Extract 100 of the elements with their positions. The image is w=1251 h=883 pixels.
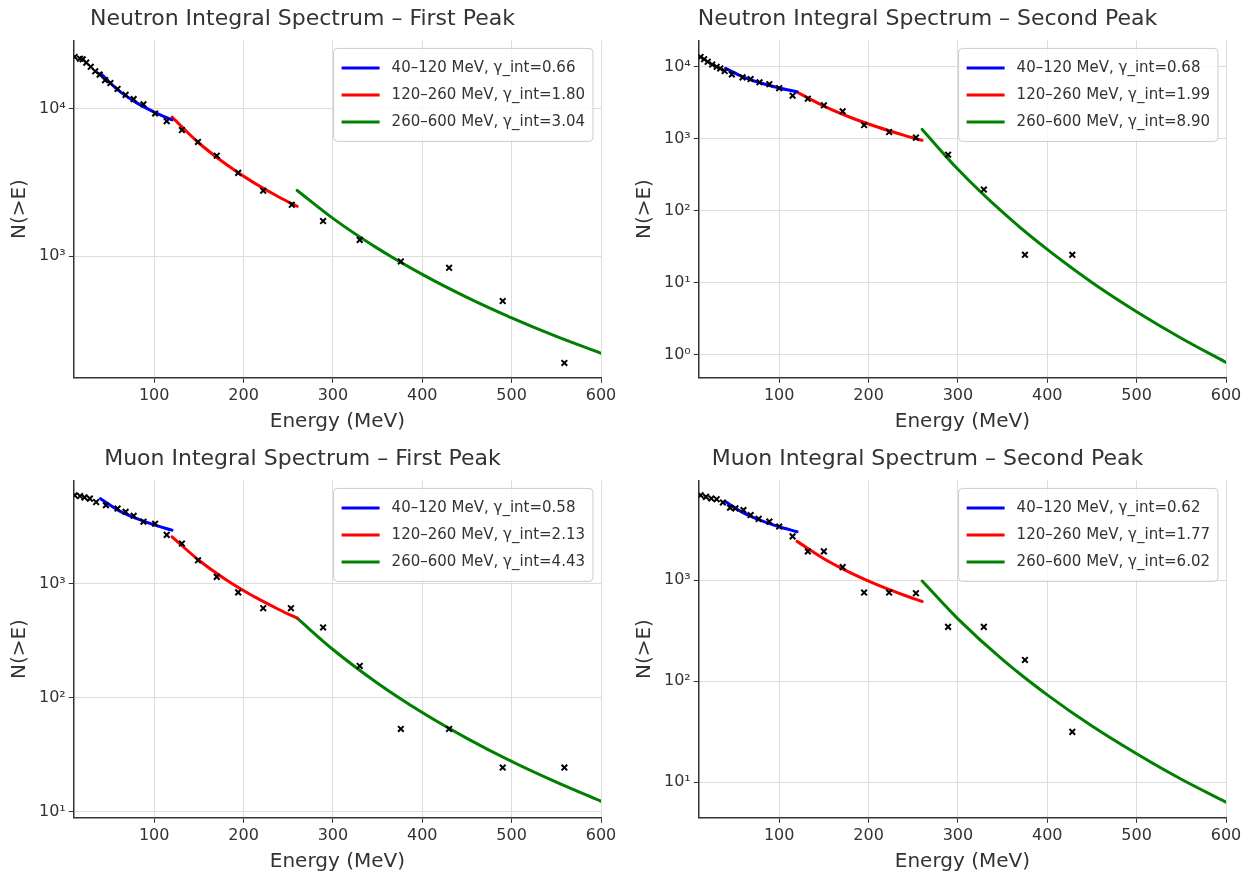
point [151,519,159,528]
point [178,539,186,548]
legend-label: 260–600 MeV, γ_int=4.43 [391,551,586,571]
x-tick-label: 100 [138,384,170,404]
x-tick-label: 400 [1032,824,1063,844]
legend-label: 40–120 MeV, γ_int=0.68 [1016,57,1201,77]
y-tick-label: 10¹ [663,771,691,791]
line-series [295,188,601,355]
legend-label: 120–260 MeV, γ_int=1.77 [1016,524,1211,544]
point [139,517,148,526]
y-tick-label: 10² [38,686,66,706]
x-tick-label: 500 [1121,824,1152,844]
y-tick-label: 10⁴ [38,97,66,117]
x-axis-title: Energy (MeV) [269,408,405,433]
x-tick-label: 100 [763,384,795,404]
x-tick-label: 300 [317,824,349,844]
x-tick-label: 300 [942,384,974,404]
point [765,517,774,526]
point [944,150,952,159]
x-tick-label: 200 [853,824,884,844]
point [151,109,159,118]
line-series [920,579,1226,804]
legend-label: 260–600 MeV, γ_int=6.02 [1016,551,1211,571]
point [397,257,405,266]
point [95,70,104,79]
y-tick-label: 10⁰ [663,343,691,363]
point [788,91,797,100]
x-tick-label: 100 [763,824,795,844]
point [698,491,705,500]
y-tick-label: 10² [663,199,691,219]
x-tick-label: 600 [1210,824,1242,844]
point [738,73,747,82]
chart-title: Neutron Integral Spectrum – First Peak [90,4,516,30]
point [746,75,755,83]
x-tick-label: 600 [585,384,617,404]
x-tick-label: 600 [585,824,617,844]
y-tick-label: 10³ [663,569,691,589]
x-tick-label: 400 [407,824,438,844]
y-axis-title: N(>E) [631,179,656,240]
legend-label: 260–600 MeV, γ_int=8.90 [1016,111,1211,131]
y-axis-title: N(>E) [631,619,656,680]
y-tick-label: 10³ [663,127,691,147]
point [775,522,784,531]
legend-label: 120–260 MeV, γ_int=1.80 [391,84,586,104]
x-tick-label: 300 [317,384,349,404]
x-tick-label: 600 [1210,384,1242,404]
point [259,604,268,612]
x-tick-label: 400 [407,384,438,404]
x-axis-title: Energy (MeV) [269,848,405,873]
y-tick-label: 10³ [38,245,66,265]
point [355,236,364,244]
legend-label: 120–260 MeV, γ_int=2.13 [391,524,586,544]
x-axis-title: Energy (MeV) [894,848,1030,873]
point [162,531,171,539]
line-series [795,539,924,603]
legend-label: 260–600 MeV, γ_int=3.04 [391,111,586,131]
x-tick-label: 400 [1032,384,1063,404]
x-tick-label: 200 [228,824,259,844]
line-series [170,535,299,620]
point [775,84,784,92]
point [498,763,507,772]
y-axis-title: N(>E) [6,619,31,680]
point [162,117,171,125]
point [139,100,148,109]
x-tick-label: 200 [853,384,884,404]
point [560,359,569,367]
legend-label: 40–120 MeV, γ_int=0.62 [1016,497,1201,517]
line-series [295,616,601,803]
legend-label: 40–120 MeV, γ_int=0.58 [391,497,576,517]
x-tick-label: 500 [1121,384,1152,404]
x-tick-label: 200 [228,384,259,404]
x-tick-label: 300 [942,824,974,844]
legend-label: 120–260 MeV, γ_int=1.99 [1016,84,1211,104]
point [113,504,122,513]
point [355,662,364,670]
point [719,498,727,507]
point [788,532,797,541]
point [720,67,729,75]
y-axis-title: N(>E) [6,179,31,240]
point [885,588,893,597]
y-tick-label: 10¹ [663,271,691,291]
x-tick-label: 100 [138,824,170,844]
y-tick-label: 10¹ [38,800,66,820]
legend-label: 40–120 MeV, γ_int=0.66 [391,57,576,77]
point [560,763,569,772]
point [765,80,774,89]
chart-title: Neutron Integral Spectrum – Second Peak [697,4,1158,30]
x-axis-title: Energy (MeV) [894,408,1030,433]
point [212,573,221,581]
x-tick-label: 500 [496,384,527,404]
point [731,504,740,513]
chart-title: Muon Integral Spectrum – First Peak [104,444,502,470]
point [838,107,847,116]
point [755,78,764,87]
y-tick-label: 10² [663,670,691,690]
x-tick-label: 500 [496,824,527,844]
y-tick-label: 10⁴ [663,55,691,75]
chart-title: Muon Integral Spectrum – Second Peak [711,444,1144,470]
y-tick-label: 10³ [38,572,66,592]
point [287,200,296,209]
